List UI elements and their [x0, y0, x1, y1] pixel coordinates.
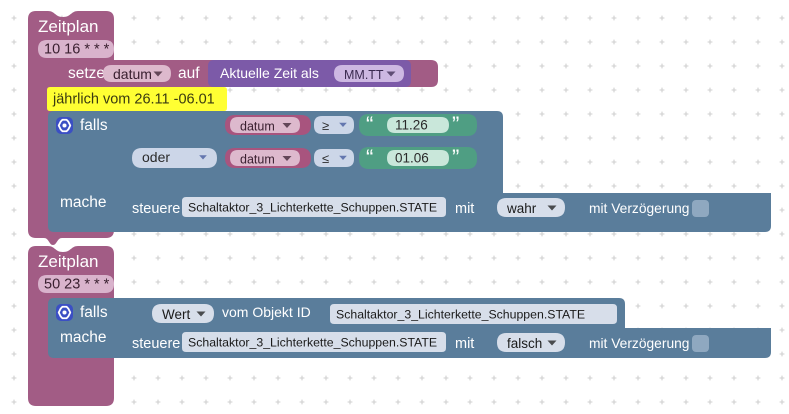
svg-text:oder: oder: [142, 149, 170, 165]
svg-text:Schaltaktor_3_Lichterkette_Sch: Schaltaktor_3_Lichterkette_Schuppen.STAT…: [188, 201, 437, 215]
svg-text:11.26: 11.26: [395, 118, 428, 133]
svg-text:Wert: Wert: [162, 307, 191, 322]
svg-text:auf: auf: [178, 65, 200, 82]
svg-text:falls: falls: [80, 304, 108, 321]
svg-text:datum: datum: [240, 120, 275, 134]
svg-text:vom Objekt ID: vom Objekt ID: [222, 304, 311, 320]
svg-text:falsch: falsch: [507, 336, 542, 351]
svg-text:Zeitplan: Zeitplan: [38, 252, 98, 271]
svg-text:mache: mache: [60, 194, 107, 211]
svg-text:≤: ≤: [322, 151, 329, 166]
svg-text:datum: datum: [113, 66, 152, 82]
svg-text:datum: datum: [240, 153, 275, 167]
svg-text:steuere: steuere: [132, 336, 180, 352]
svg-text:”: ”: [452, 112, 459, 137]
svg-text:10 16 * * *: 10 16 * * *: [44, 42, 110, 58]
svg-text:≥: ≥: [322, 118, 329, 133]
svg-text:Zeitplan: Zeitplan: [38, 17, 98, 36]
svg-text:Schaltaktor_3_Lichterkette_Sch: Schaltaktor_3_Lichterkette_Schuppen.STAT…: [188, 336, 437, 350]
svg-text:50 23 * * *: 50 23 * * *: [44, 277, 110, 293]
svg-text:mit: mit: [455, 336, 474, 352]
svg-text:“: “: [366, 112, 373, 137]
svg-text:falls: falls: [80, 117, 108, 134]
svg-text:01.06: 01.06: [395, 151, 429, 166]
svg-text:steuere: steuere: [132, 201, 180, 217]
svg-text:MM.TT: MM.TT: [344, 68, 384, 82]
svg-text:wahr: wahr: [506, 201, 537, 216]
svg-text:mache: mache: [60, 329, 107, 346]
svg-text:jährlich vom 26.11 -06.01: jährlich vom 26.11 -06.01: [52, 92, 215, 108]
svg-text:Schaltaktor_3_Lichterkette_Sch: Schaltaktor_3_Lichterkette_Schuppen.STAT…: [336, 308, 585, 322]
svg-text:“: “: [366, 145, 373, 170]
svg-text:”: ”: [452, 145, 459, 170]
svg-text:Aktuelle Zeit als: Aktuelle Zeit als: [220, 65, 319, 81]
svg-text:mit: mit: [455, 201, 474, 217]
svg-text:setze: setze: [68, 65, 105, 82]
svg-text:mit Verzögerung: mit Verzögerung: [589, 201, 689, 216]
svg-text:mit Verzögerung: mit Verzögerung: [589, 336, 689, 351]
